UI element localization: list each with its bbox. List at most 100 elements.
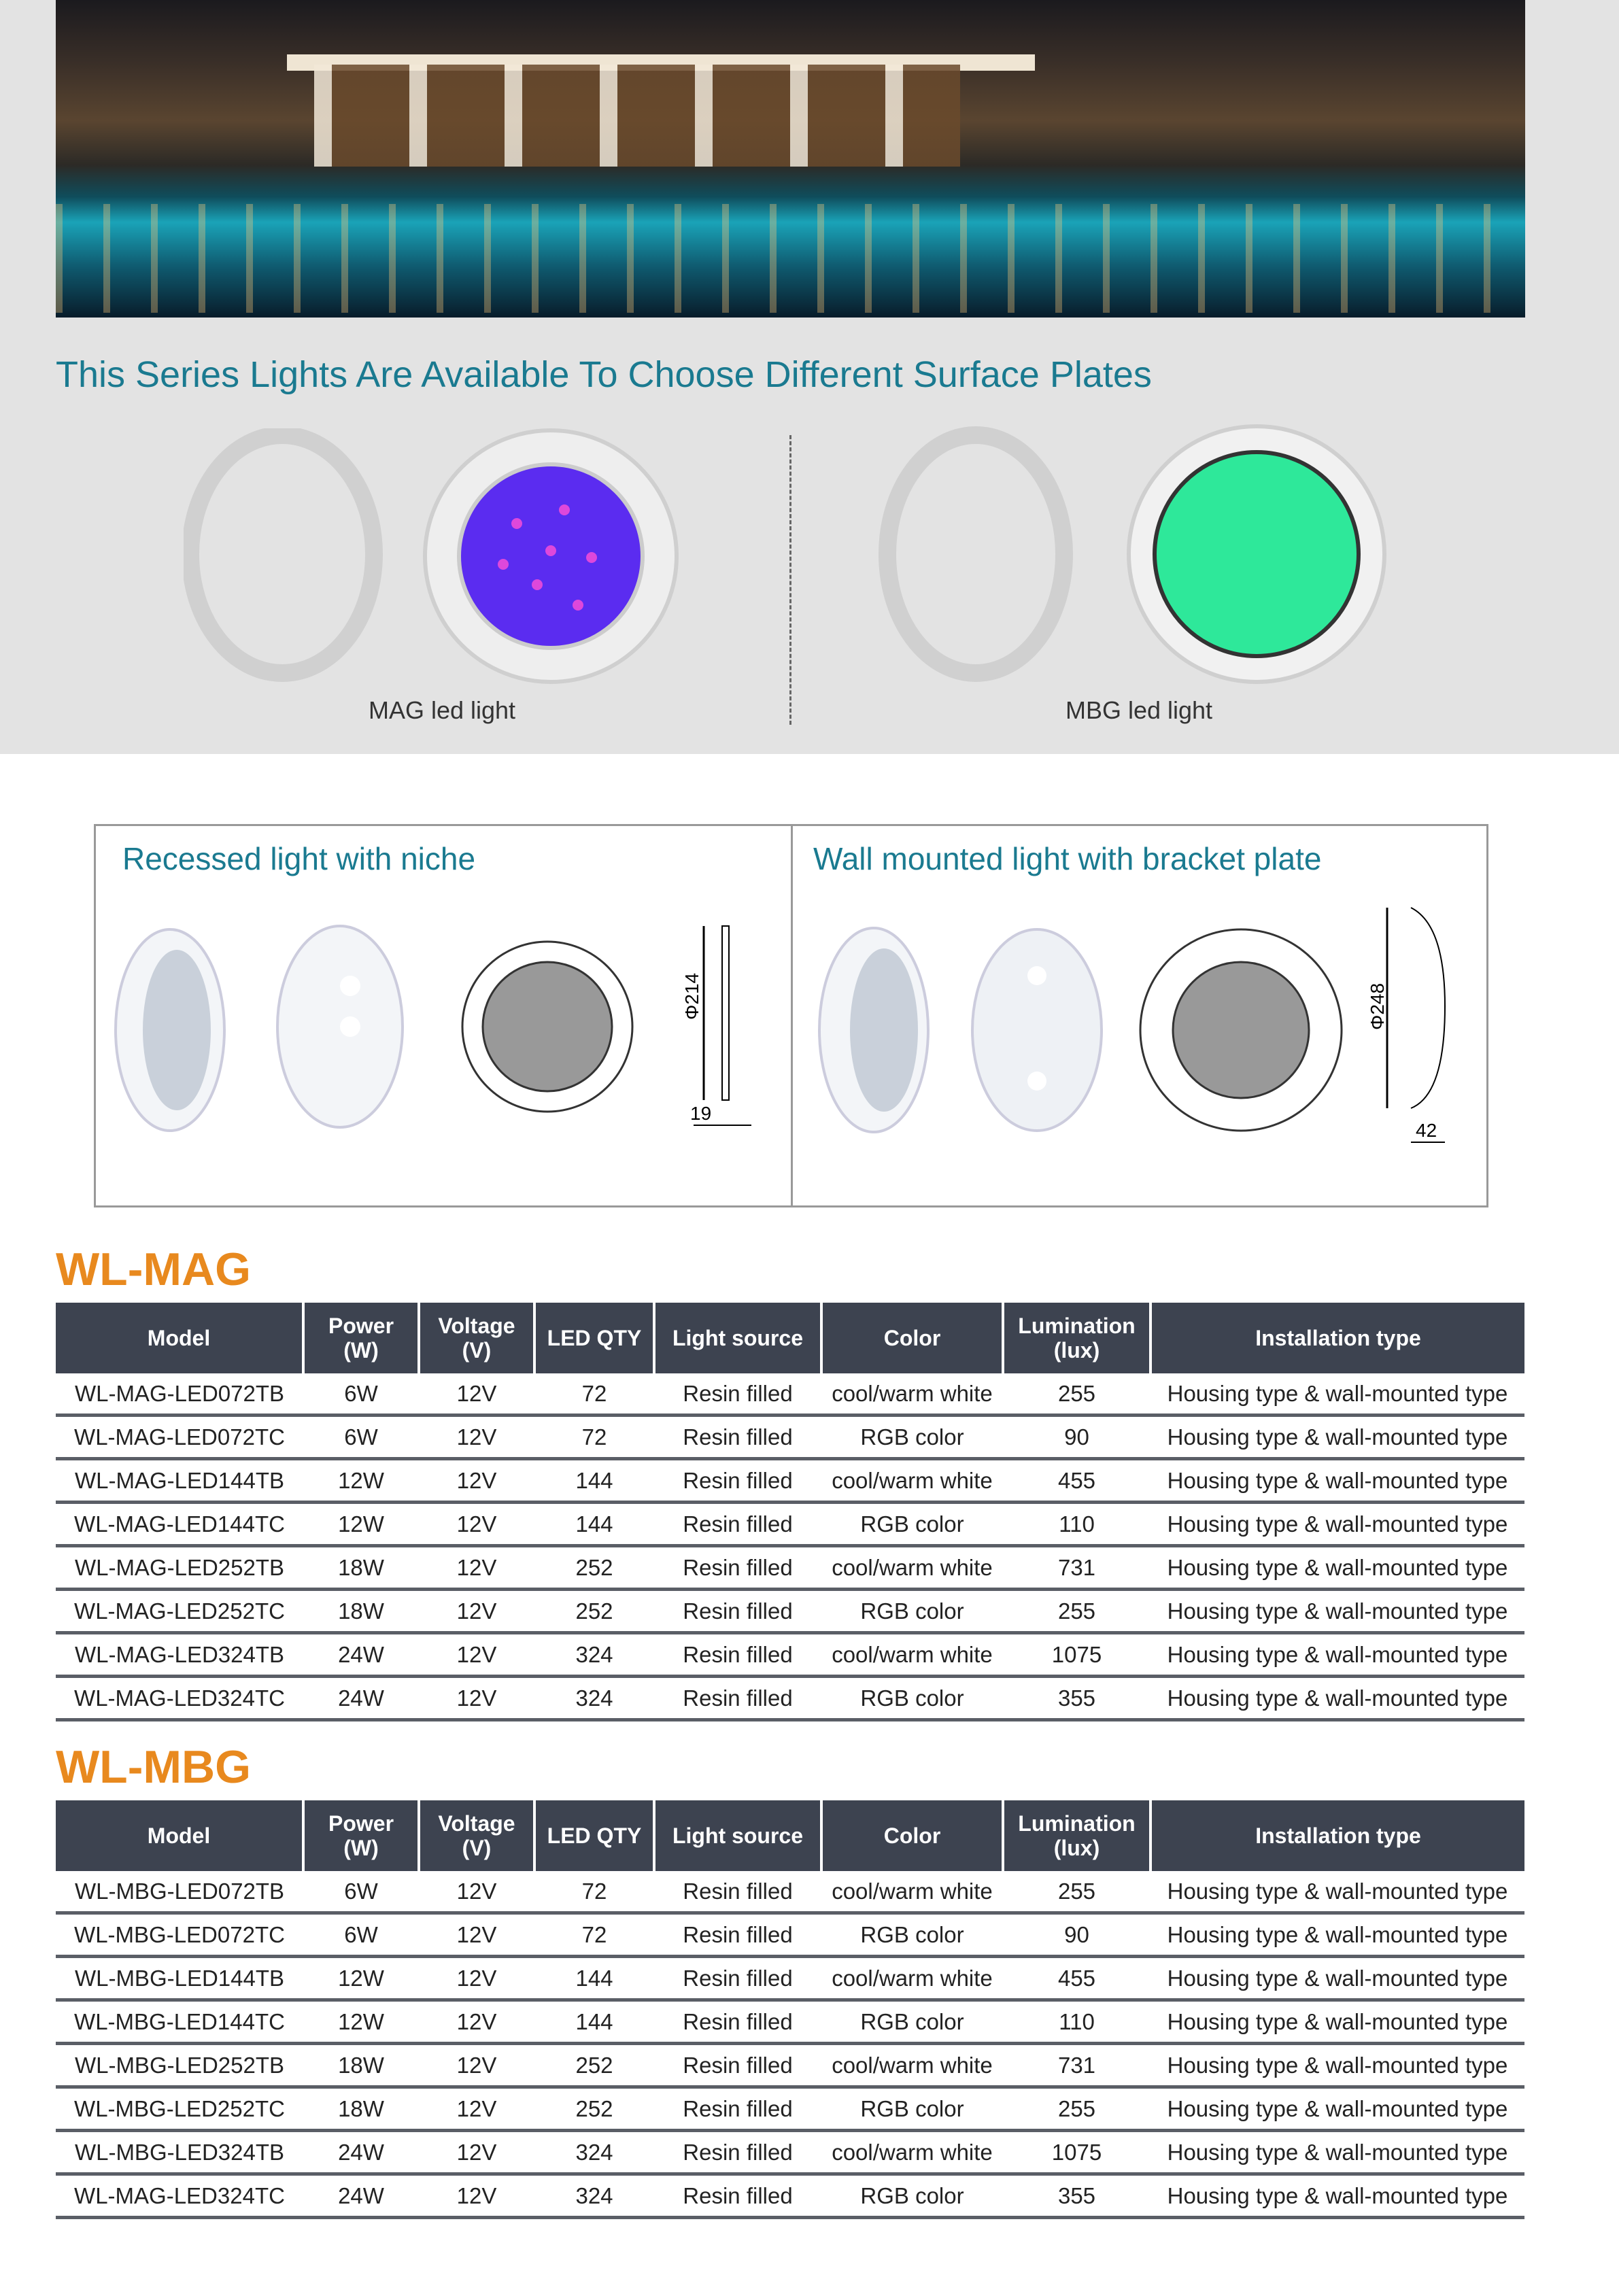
depth-19: 19: [690, 1103, 712, 1124]
table-cell: Resin filled: [654, 1913, 821, 1958]
table-row: WL-MAG-LED324TB 24W 12V 324 Resin filled cool…: [56, 1632, 1524, 1678]
recessed-title: Recessed light with niche: [122, 841, 476, 876]
table-cell: WL-MAG-LED252TB: [56, 1545, 303, 1591]
table-cell: WL-MAG-LED072TC: [56, 1415, 303, 1460]
table-cell: 12V: [419, 1632, 534, 1678]
table-cell: WL-MBG-LED252TB: [56, 2043, 303, 2089]
table-header: Model Power (W) Voltage (V) LED QTY Light so…: [56, 1303, 1524, 1373]
table-cell: 110: [1003, 2000, 1151, 2045]
table-cell: RGB color: [821, 1589, 1003, 1634]
table-cell: 12V: [419, 2087, 534, 2132]
table-cell: Housing type & wall-mounted type: [1151, 1415, 1524, 1460]
table-cell: 90: [1003, 1913, 1151, 1958]
diameter-248: Φ248: [1367, 982, 1388, 1030]
table-cell: Housing type & wall-mounted type: [1151, 1956, 1524, 2002]
column-header: Voltage (V): [417, 1303, 534, 1373]
table-cell: 355: [1003, 1676, 1151, 1721]
table-cell: 1075: [1003, 2130, 1151, 2176]
table-cell: cool/warm white: [821, 1373, 1003, 1417]
table-cell: 12V: [419, 2000, 534, 2045]
table-cell: 12V: [419, 1458, 534, 1504]
table-cell: 12V: [419, 1373, 534, 1417]
table-cell: 72: [534, 1373, 654, 1417]
table-cell: WL-MBG-LED252TC: [56, 2087, 303, 2132]
table-cell: 731: [1003, 2043, 1151, 2089]
table-cell: cool/warm white: [821, 1632, 1003, 1678]
series-title-mag: WL-MAG: [56, 1244, 252, 1295]
table-cell: Housing type & wall-mounted type: [1151, 2000, 1524, 2045]
column-header: Light source: [653, 1303, 821, 1373]
table-cell: Resin filled: [654, 2174, 821, 2219]
table-cell: 355: [1003, 2174, 1151, 2219]
table-cell: 12V: [419, 2043, 534, 2089]
table-cell: Housing type & wall-mounted type: [1151, 1871, 1524, 1915]
table-cell: RGB color: [821, 1502, 1003, 1547]
column-header: Model: [56, 1800, 303, 1871]
table-cell: Resin filled: [654, 1545, 821, 1591]
table-cell: Resin filled: [654, 1502, 821, 1547]
table-cell: 255: [1003, 1589, 1151, 1634]
table-cell: WL-MBG-LED144TC: [56, 2000, 303, 2045]
table-cell: Resin filled: [654, 1415, 821, 1460]
column-header: LED QTY: [533, 1800, 654, 1871]
table-cell: WL-MBG-LED072TC: [56, 1913, 303, 1958]
recessed-light-drawings: [114, 925, 751, 1132]
table-cell: 18W: [303, 2087, 419, 2132]
table-cell: 144: [534, 1502, 654, 1547]
table-cell: Housing type & wall-mounted type: [1151, 2043, 1524, 2089]
table-cell: 255: [1003, 2087, 1151, 2132]
table-row: WL-MBG-LED252TB 18W 12V 252 Resin filled cool…: [56, 2043, 1524, 2089]
table-cell: cool/warm white: [821, 1458, 1003, 1504]
table-cell: 252: [534, 1545, 654, 1591]
table-cell: Resin filled: [654, 1589, 821, 1634]
column-header: Color: [820, 1800, 1003, 1871]
table-row: WL-MAG-LED324TC 24W 12V 324 Resin filled RGB …: [56, 2174, 1524, 2219]
table-cell: 24W: [303, 2174, 419, 2219]
table-cell: 12W: [303, 2000, 419, 2045]
table-cell: RGB color: [821, 1676, 1003, 1721]
installation-box: [94, 824, 1488, 1207]
table-cell: Resin filled: [654, 1956, 821, 2002]
column-header: Model: [56, 1303, 303, 1373]
table-cell: 12W: [303, 1458, 419, 1504]
table-cell: cool/warm white: [821, 1545, 1003, 1591]
table-row: WL-MAG-LED072TB 6W 12V 72 Resin filled cool/w…: [56, 1373, 1524, 1417]
table-cell: 12V: [419, 1502, 534, 1547]
table-cell: 144: [534, 1458, 654, 1504]
table-cell: WL-MBG-LED324TB: [56, 2130, 303, 2176]
section-heading: This Series Lights Are Available To Choo…: [56, 354, 1152, 395]
column-header: Color: [820, 1303, 1003, 1373]
depth-42: 42: [1416, 1120, 1437, 1141]
column-header: Voltage (V): [417, 1800, 534, 1871]
column-header: Light source: [653, 1800, 821, 1871]
table-row: WL-MBG-LED252TC 18W 12V 252 Resin filled RGB …: [56, 2087, 1524, 2132]
column-header: Power (W): [302, 1303, 419, 1373]
table-row: WL-MAG-LED072TC 6W 12V 72 Resin filled RGB co…: [56, 1415, 1524, 1460]
column-header: Lumination (lux): [1002, 1303, 1151, 1373]
table-cell: 18W: [303, 1589, 419, 1634]
table-cell: 110: [1003, 1502, 1151, 1547]
table-cell: 12W: [303, 1502, 419, 1547]
table-cell: 144: [534, 2000, 654, 2045]
mbg-plate-images: [879, 424, 1386, 684]
table-cell: 6W: [303, 1913, 419, 1958]
table-cell: cool/warm white: [821, 2043, 1003, 2089]
table-cell: 12V: [419, 1545, 534, 1591]
pool-night-photo: [56, 0, 1525, 318]
table-cell: 12V: [419, 1415, 534, 1460]
table-cell: 252: [534, 2087, 654, 2132]
table-cell: WL-MBG-LED144TB: [56, 1956, 303, 2002]
table-cell: Resin filled: [654, 2087, 821, 2132]
spec-table-mbg: Model Power (W) Voltage (V) LED QTY Light so…: [56, 1800, 1524, 2219]
wall-mounted-light-drawings: [818, 907, 1446, 1143]
table-cell: Resin filled: [654, 1676, 821, 1721]
diameter-214: Φ214: [681, 972, 702, 1020]
table-cell: 72: [534, 1415, 654, 1460]
table-cell: Housing type & wall-mounted type: [1151, 1373, 1524, 1417]
table-row: WL-MAG-LED324TC 24W 12V 324 Resin filled RGB …: [56, 1676, 1524, 1721]
table-cell: 72: [534, 1913, 654, 1958]
table-row: WL-MBG-LED072TB 6W 12V 72 Resin filled cool/w…: [56, 1871, 1524, 1915]
table-cell: 324: [534, 2130, 654, 2176]
table-cell: RGB color: [821, 1415, 1003, 1460]
table-cell: Housing type & wall-mounted type: [1151, 1632, 1524, 1678]
